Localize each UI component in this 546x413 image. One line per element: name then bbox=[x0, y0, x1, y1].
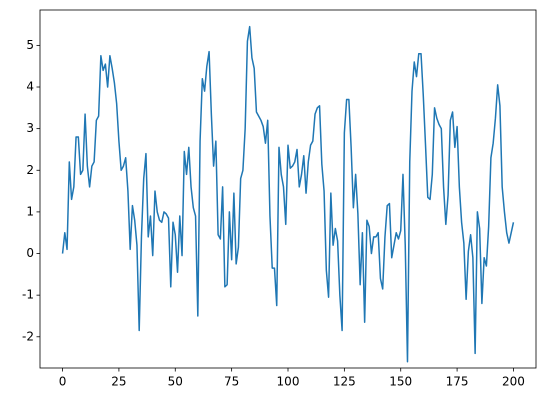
y-tick-label: -1 bbox=[22, 288, 34, 302]
y-tick-label: 3 bbox=[26, 121, 34, 135]
x-tick-label: 50 bbox=[168, 375, 183, 389]
x-tick-label: 200 bbox=[502, 375, 525, 389]
x-tick-label: 150 bbox=[389, 375, 412, 389]
x-tick-label: 75 bbox=[224, 375, 239, 389]
y-tick-label: 2 bbox=[26, 163, 34, 177]
y-tick-label: 4 bbox=[26, 80, 34, 94]
y-tick-label: 0 bbox=[26, 246, 34, 260]
axes-frame bbox=[39, 9, 537, 369]
x-tick-label: 175 bbox=[446, 375, 469, 389]
x-tick-label: 125 bbox=[333, 375, 356, 389]
y-tick-label: -2 bbox=[22, 329, 34, 343]
x-tick-label: 100 bbox=[277, 375, 300, 389]
x-tick-label: 25 bbox=[111, 375, 126, 389]
line-series bbox=[61, 25, 515, 363]
x-tick-label: 0 bbox=[59, 375, 67, 389]
y-tick-label: 1 bbox=[26, 204, 34, 218]
y-tick-label: 5 bbox=[26, 38, 34, 52]
